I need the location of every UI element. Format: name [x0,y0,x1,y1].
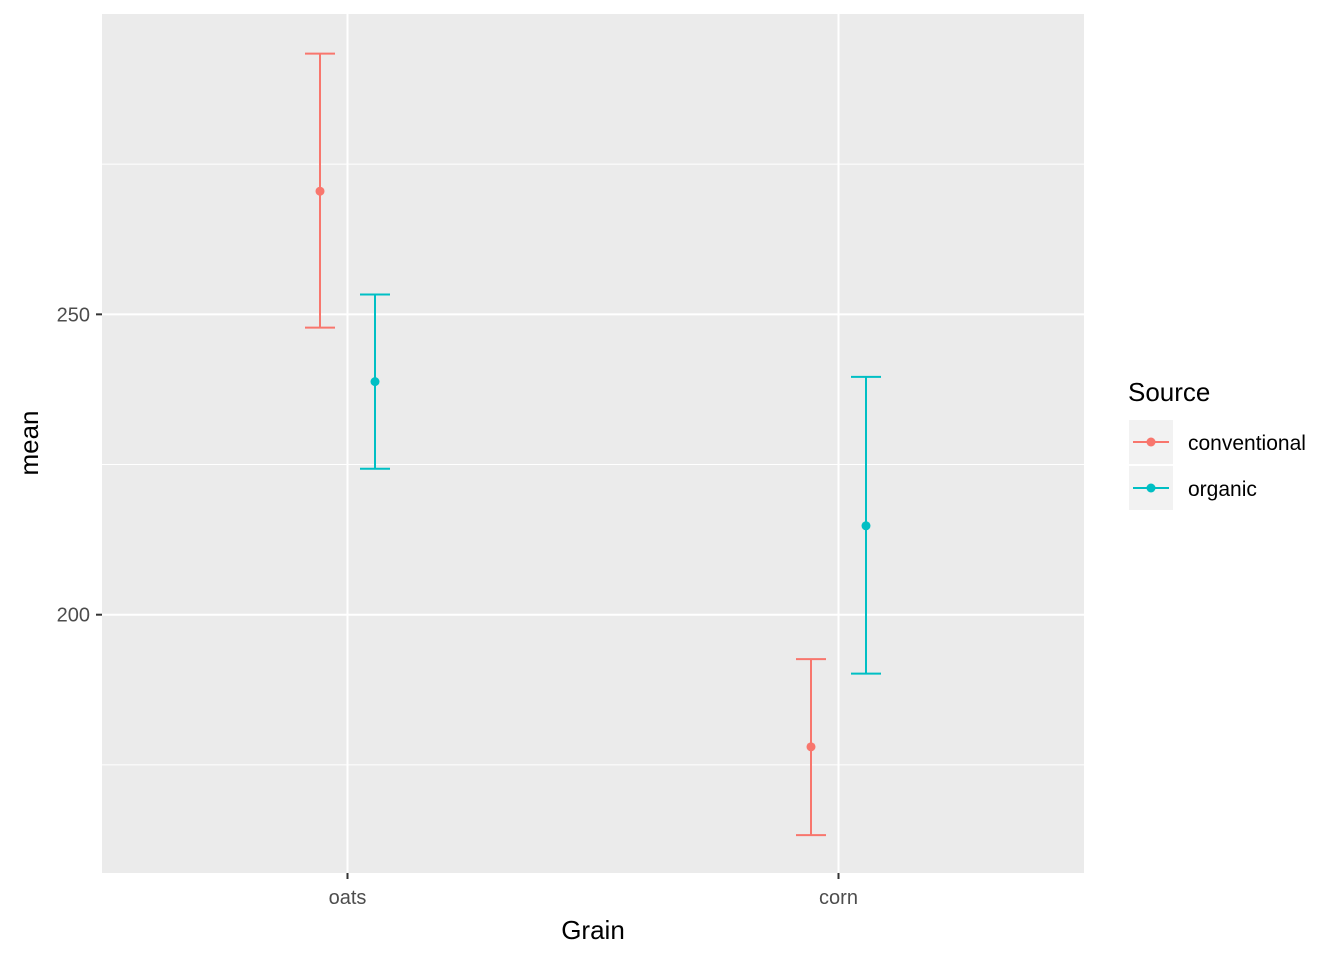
mean-point [370,377,380,387]
errorbar-conventional-corn [796,658,826,837]
axes: 200 250 oats corn [57,304,858,909]
panel-background [102,14,1084,873]
error-bars [305,52,881,837]
legend-key-point [1146,437,1156,447]
x-tick-label: corn [819,887,858,909]
legend-keys: conventional organic [1129,420,1306,510]
x-tick-label: oats [329,887,367,909]
y-axis-title: mean [14,410,44,475]
legend-item-conventional: conventional [1129,420,1306,464]
y-tick-label: 250 [57,304,90,326]
legend-key-point [1146,483,1156,493]
mean-point [861,521,871,531]
legend-label: conventional [1188,432,1306,455]
legend-label: organic [1188,478,1257,501]
mean-point [315,186,325,196]
legend-item-organic: organic [1129,466,1257,510]
errorbar-organic-corn [851,375,881,675]
gridlines [102,14,1084,873]
errorbar-organic-oats [360,293,390,470]
legend-title: Source [1128,377,1210,407]
mean-point [806,742,816,752]
x-axis-title: Grain [561,915,625,945]
legend: Source conventional organic [1128,377,1306,510]
y-tick-label: 200 [57,605,90,627]
errorbar-conventional-oats [305,52,335,329]
